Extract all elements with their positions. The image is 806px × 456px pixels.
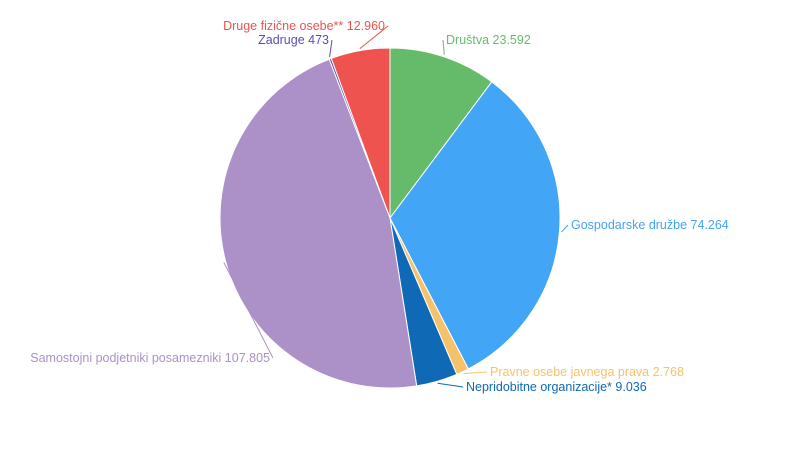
pie-leader-lines bbox=[223, 25, 569, 388]
leader-line-nepridobitne-organizacije bbox=[437, 382, 464, 388]
slice-label-samostojni-podjetniki-posamezniki: Samostojni podjetniki posamezniki 107.80… bbox=[30, 351, 270, 365]
leader-line-drustva bbox=[442, 39, 445, 55]
leader-line-zadruge bbox=[329, 39, 333, 58]
leader-line-pravne-osebe-javnega-prava bbox=[463, 371, 488, 375]
pie-slices bbox=[219, 47, 561, 389]
pie-slice-druge-fizicne-osebe[interactable] bbox=[330, 47, 391, 219]
slice-label-nepridobitne-organizacije: Nepridobitne organizacije* 9.036 bbox=[466, 380, 647, 394]
slice-label-pravne-osebe-javnega-prava: Pravne osebe javnega prava 2.768 bbox=[490, 365, 684, 379]
slice-label-druge-fizicne-osebe: Druge fizične osebe** 12.960 bbox=[223, 19, 385, 33]
slice-label-drustva: Društva 23.592 bbox=[446, 33, 531, 47]
leader-line-druge-fizicne-osebe bbox=[359, 25, 389, 50]
slice-label-zadruge: Zadruge 473 bbox=[258, 33, 329, 47]
pie-slice-drustva[interactable] bbox=[389, 47, 493, 220]
leader-line-gospodarske-druzbe bbox=[561, 224, 569, 233]
leader-line-samostojni-podjetniki-posamezniki bbox=[223, 262, 274, 359]
pie-slice-gospodarske-druzbe[interactable] bbox=[389, 81, 561, 370]
pie-slice-samostojni-podjetniki-posamezniki[interactable] bbox=[219, 58, 418, 389]
pie-labels: Društva 23.592 Gospodarske družbe 74.264 P… bbox=[30, 19, 729, 394]
slice-label-gospodarske-druzbe: Gospodarske družbe 74.264 bbox=[571, 218, 729, 232]
